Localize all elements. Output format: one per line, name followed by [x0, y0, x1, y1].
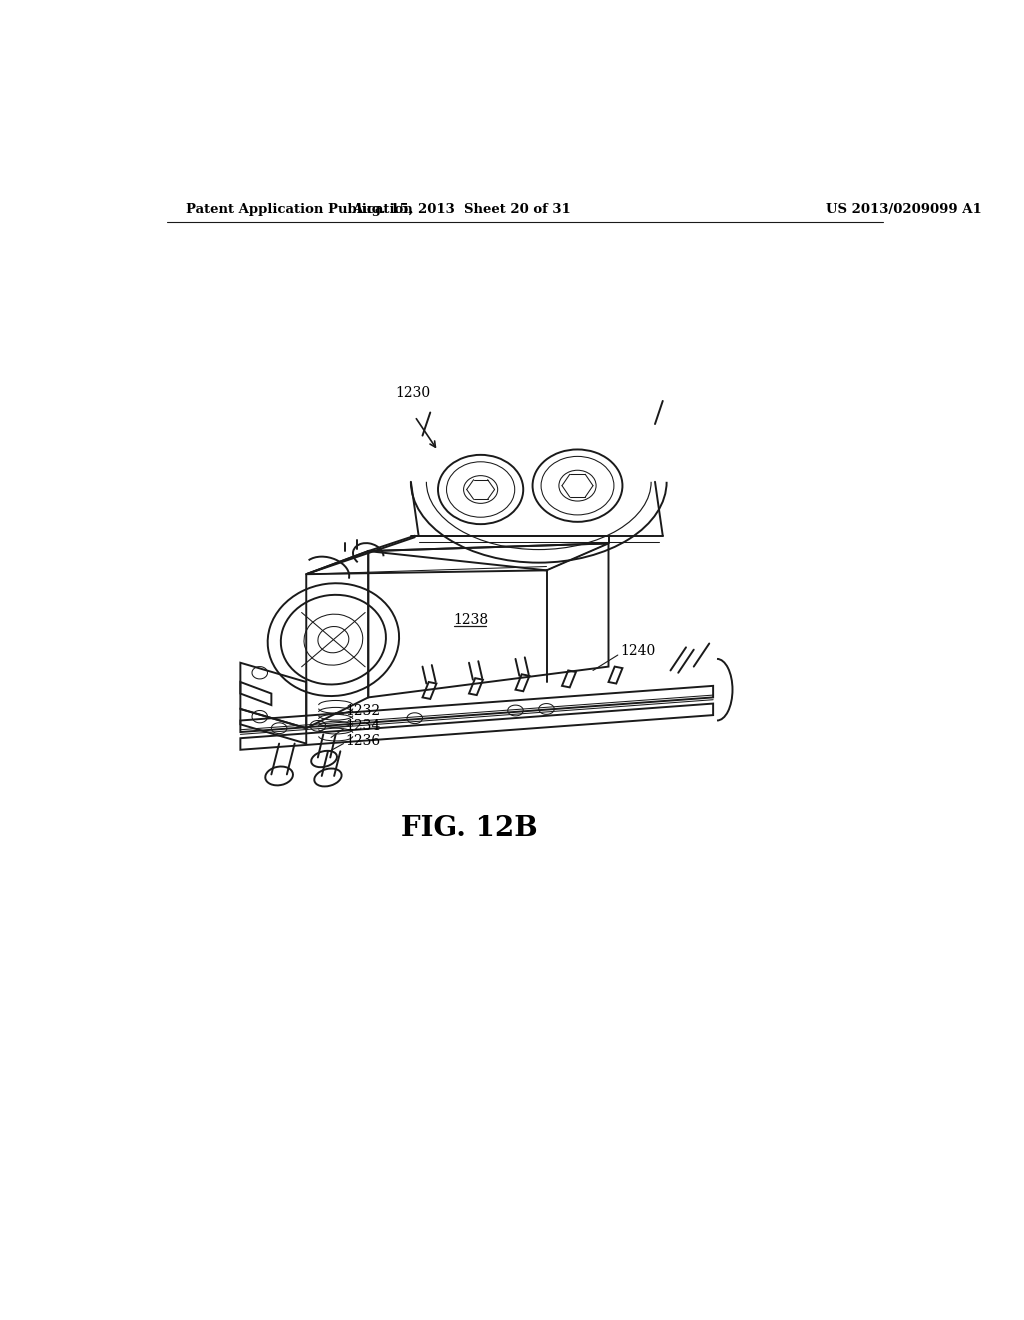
Text: US 2013/0209099 A1: US 2013/0209099 A1: [825, 203, 981, 216]
Text: 1236: 1236: [345, 734, 380, 747]
Text: 1240: 1240: [621, 644, 655, 659]
Text: 1238: 1238: [454, 614, 488, 627]
Text: 1230: 1230: [395, 387, 430, 400]
Text: Patent Application Publication: Patent Application Publication: [186, 203, 413, 216]
Text: 1234: 1234: [345, 719, 380, 733]
Text: FIG. 12B: FIG. 12B: [400, 814, 538, 842]
Text: 1232: 1232: [345, 705, 380, 718]
Text: Aug. 15, 2013  Sheet 20 of 31: Aug. 15, 2013 Sheet 20 of 31: [352, 203, 570, 216]
